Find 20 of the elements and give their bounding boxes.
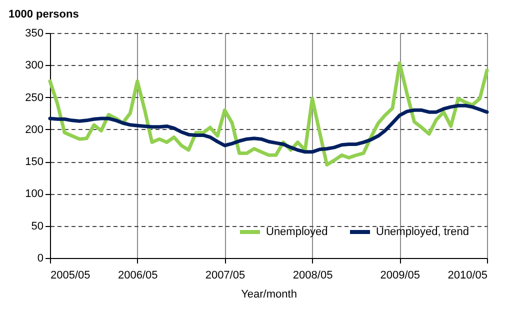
- x-axis-title: Year/month: [241, 288, 297, 300]
- y-tick-label: 300: [25, 60, 44, 72]
- y-tick-label: 0: [37, 252, 44, 264]
- y-tick-label: 50: [31, 220, 44, 232]
- x-tick-label: 2005/05: [50, 270, 90, 282]
- legend-label: Unemployed, trend: [376, 226, 469, 238]
- x-tick-label: 2006/05: [118, 270, 158, 282]
- x-tick-label: 2009/05: [380, 270, 420, 282]
- x-tick-label: 2007/05: [205, 270, 246, 282]
- y-tick-label: 200: [25, 124, 44, 136]
- line-series: [48, 104, 489, 154]
- y-tick-label: 100: [25, 188, 44, 200]
- x-tick-label: 2008/05: [292, 270, 333, 282]
- legend-label: Unemployed: [266, 226, 328, 238]
- y-tick-label: 350: [25, 28, 44, 40]
- y-axis-title: 1000 persons: [8, 8, 79, 20]
- line-series: [48, 61, 489, 167]
- x-tick-label: 2010/05: [448, 270, 488, 282]
- y-tick-label: 150: [25, 156, 44, 168]
- y-tick-label: 250: [25, 92, 44, 104]
